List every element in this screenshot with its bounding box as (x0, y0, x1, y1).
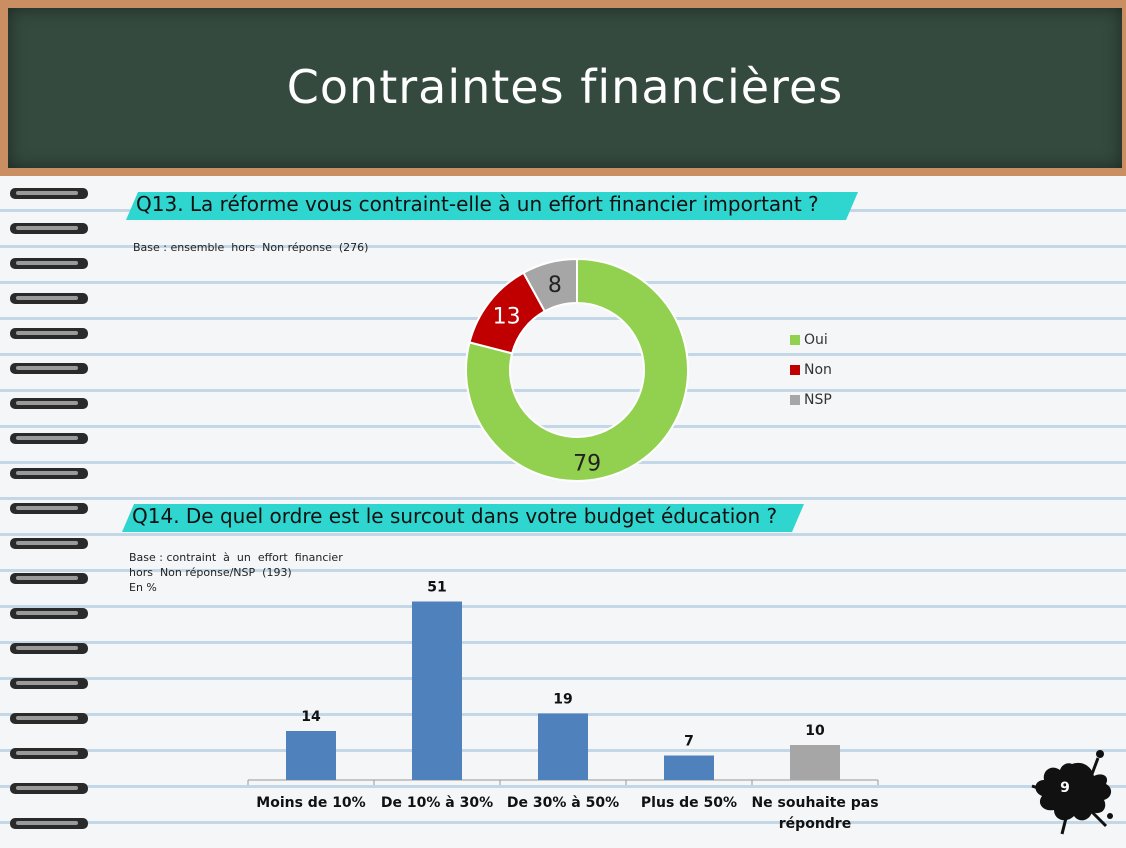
spiral-binding (10, 188, 88, 829)
donut-slice-nsp (522, 257, 578, 313)
spiral-ring-highlight (16, 506, 78, 510)
category-label: De 10% à 30% (381, 795, 493, 811)
category-label: Moins de 10% (256, 795, 365, 811)
spiral-ring-highlight (16, 716, 78, 720)
legend-item-oui: Oui (790, 332, 828, 348)
spiral-ring-highlight (16, 821, 78, 825)
q13-base: Base : ensemble hors Non réponse (276) (133, 241, 369, 254)
donut-label-nsp: 8 (548, 273, 562, 298)
spiral-ring-highlight (16, 576, 78, 580)
legend-item-nsp: NSP (790, 392, 832, 408)
donut-slice-oui (465, 257, 689, 482)
bar-value-label: 14 (301, 709, 321, 725)
legend-label: Non (804, 362, 832, 378)
bar-chart: 14 Moins de 10% 51 De 10% à 30% 19 De 30% à 5… (247, 580, 879, 832)
ink-splat-icon (1031, 750, 1113, 835)
q13-banner (126, 192, 858, 220)
q14-base: Base : contraint à un effort financier h… (129, 551, 343, 594)
legend-item-non: Non (790, 362, 832, 378)
chalkboard: Contraintes financières (8, 8, 1122, 168)
donut-label-oui: 79 (573, 451, 601, 476)
bar-value-label: 10 (805, 723, 825, 739)
legend-swatch (790, 395, 800, 405)
spiral-ring-highlight (16, 786, 78, 790)
spiral-ring-highlight (16, 261, 78, 265)
category-label: répondre (779, 816, 851, 832)
category-label: Plus de 50% (641, 795, 737, 811)
q13-question: Q13. La réforme vous contraint-elle à un… (136, 192, 819, 216)
q14-banner (122, 504, 804, 532)
bar-3 (538, 713, 588, 780)
category-label: Ne souhaite pas (751, 795, 878, 811)
header-frame: Contraintes financières (0, 0, 1126, 176)
category-label: De 30% à 50% (507, 795, 619, 811)
legend-swatch (790, 365, 800, 375)
spiral-ring-highlight (16, 681, 78, 685)
legend-label: Oui (804, 332, 828, 348)
q14-question: Q14. De quel ordre est le surcout dans v… (132, 504, 778, 528)
donut-chart: 79 13 8 (465, 257, 689, 482)
bar-4 (664, 755, 714, 780)
spiral-ring-highlight (16, 541, 78, 545)
donut-label-non: 13 (493, 304, 521, 329)
spiral-ring-highlight (16, 646, 78, 650)
bar-1 (286, 731, 336, 780)
spiral-ring-highlight (16, 611, 78, 615)
page-title: Contraintes financières (286, 60, 844, 114)
spiral-ring-highlight (16, 401, 78, 405)
spiral-ring-highlight (16, 751, 78, 755)
legend-swatch (790, 335, 800, 345)
bar-value-label: 19 (553, 692, 572, 708)
page-number: 9 (1060, 780, 1070, 796)
bar-value-label: 7 (684, 734, 694, 750)
spiral-ring-highlight (16, 436, 78, 440)
spiral-ring-highlight (16, 226, 78, 230)
bar-value-label: 51 (427, 580, 446, 596)
spiral-ring-highlight (16, 331, 78, 335)
bar-5 (790, 745, 840, 780)
spiral-ring-highlight (16, 191, 78, 195)
spiral-ring-highlight (16, 471, 78, 475)
spiral-ring-highlight (16, 296, 78, 300)
bar-2 (412, 601, 462, 780)
legend-label: NSP (804, 392, 832, 408)
spiral-ring-highlight (16, 366, 78, 370)
